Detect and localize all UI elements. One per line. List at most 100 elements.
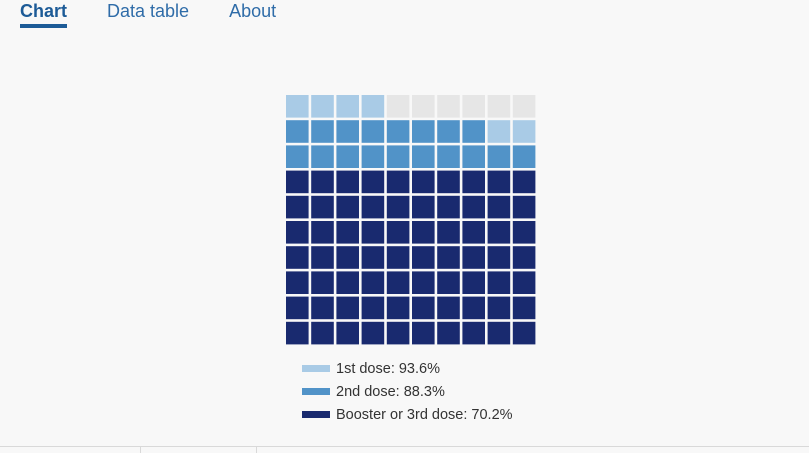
waffle-cell — [286, 195, 309, 219]
waffle-cell — [412, 145, 435, 168]
waffle-cell — [462, 195, 485, 219]
waffle-cell — [412, 195, 435, 219]
waffle-cell — [462, 296, 485, 320]
waffle-cell — [386, 145, 410, 168]
waffle-cell — [462, 120, 485, 143]
waffle-cell — [487, 170, 511, 194]
waffle-cell — [311, 145, 334, 168]
waffle-cell — [512, 296, 536, 320]
waffle-cell — [437, 170, 460, 194]
waffle-cell — [487, 195, 511, 219]
waffle-cell — [412, 271, 435, 294]
waffle-cell — [437, 95, 460, 118]
chart-legend: 1st dose: 93.6% 2nd dose: 88.3% Booster … — [302, 357, 513, 426]
legend-label-second-dose: 2nd dose: 88.3% — [336, 383, 445, 400]
waffle-cell — [487, 296, 511, 320]
tab-chart[interactable]: Chart — [20, 0, 68, 30]
waffle-cell — [311, 221, 334, 244]
waffle-cell — [361, 221, 385, 244]
waffle-cell — [311, 296, 334, 320]
waffle-cell — [286, 246, 309, 269]
waffle-cell — [311, 246, 334, 269]
legend-item-first-dose: 1st dose: 93.6% — [302, 357, 513, 380]
waffle-cell — [386, 221, 410, 244]
waffle-cell — [361, 120, 385, 143]
waffle-cell — [361, 195, 385, 219]
legend-item-booster-dose: Booster or 3rd dose: 70.2% — [302, 403, 513, 426]
waffle-cell — [361, 170, 385, 194]
waffle-cell — [336, 120, 359, 143]
waffle-cell — [336, 246, 359, 269]
waffle-chart — [286, 95, 536, 345]
waffle-cell — [386, 321, 410, 345]
waffle-cell — [386, 195, 410, 219]
waffle-cell — [286, 120, 309, 143]
waffle-cell — [487, 246, 511, 269]
waffle-cell — [512, 221, 536, 244]
waffle-cell — [286, 271, 309, 294]
waffle-cell — [512, 271, 536, 294]
waffle-cell — [462, 246, 485, 269]
waffle-cell — [437, 321, 460, 345]
waffle-cell — [412, 246, 435, 269]
waffle-cell — [361, 95, 385, 118]
waffle-cell — [487, 271, 511, 294]
column-divider — [140, 446, 141, 453]
waffle-cell — [286, 296, 309, 320]
waffle-cell — [437, 195, 460, 219]
waffle-cell — [412, 120, 435, 143]
waffle-cell — [311, 95, 334, 118]
column-divider — [256, 446, 257, 453]
waffle-cell — [336, 170, 359, 194]
waffle-cell — [386, 120, 410, 143]
bottom-divider — [0, 446, 809, 447]
waffle-cell — [412, 321, 435, 345]
waffle-cell — [412, 221, 435, 244]
waffle-cell — [462, 271, 485, 294]
tab-data-table[interactable]: Data table — [107, 1, 190, 21]
waffle-cell — [336, 145, 359, 168]
legend-swatch-booster-dose — [302, 411, 330, 418]
waffle-cell — [412, 170, 435, 194]
waffle-cell — [336, 195, 359, 219]
waffle-cell — [437, 145, 460, 168]
legend-label-first-dose: 1st dose: 93.6% — [336, 360, 440, 377]
waffle-cell — [286, 221, 309, 244]
waffle-cell — [361, 145, 385, 168]
legend-label-booster-dose: Booster or 3rd dose: 70.2% — [336, 406, 513, 423]
legend-item-second-dose: 2nd dose: 88.3% — [302, 380, 513, 403]
waffle-cell — [412, 296, 435, 320]
waffle-cell — [512, 145, 536, 168]
waffle-cell — [286, 321, 309, 345]
waffle-cell — [386, 95, 410, 118]
waffle-cell — [512, 170, 536, 194]
waffle-cell — [487, 120, 511, 143]
waffle-cell — [336, 321, 359, 345]
waffle-cell — [361, 246, 385, 269]
waffle-cell — [311, 120, 334, 143]
waffle-cell — [286, 145, 309, 168]
waffle-cell — [512, 246, 536, 269]
waffle-cell — [437, 120, 460, 143]
waffle-cell — [386, 271, 410, 294]
waffle-cell — [462, 170, 485, 194]
waffle-cell — [512, 321, 536, 345]
waffle-cell — [512, 120, 536, 143]
waffle-cell — [286, 95, 309, 118]
waffle-cell — [462, 221, 485, 244]
waffle-cell — [462, 145, 485, 168]
waffle-cell — [386, 296, 410, 320]
waffle-cell — [412, 95, 435, 118]
waffle-cell — [437, 221, 460, 244]
waffle-cell — [487, 221, 511, 244]
waffle-cell — [462, 321, 485, 345]
waffle-cell — [311, 321, 334, 345]
waffle-cell — [386, 170, 410, 194]
waffle-cell — [487, 145, 511, 168]
tab-about[interactable]: About — [229, 1, 277, 21]
waffle-cell — [336, 95, 359, 118]
waffle-cell — [487, 321, 511, 345]
waffle-cell — [336, 271, 359, 294]
waffle-cell — [437, 271, 460, 294]
waffle-cell — [286, 170, 309, 194]
